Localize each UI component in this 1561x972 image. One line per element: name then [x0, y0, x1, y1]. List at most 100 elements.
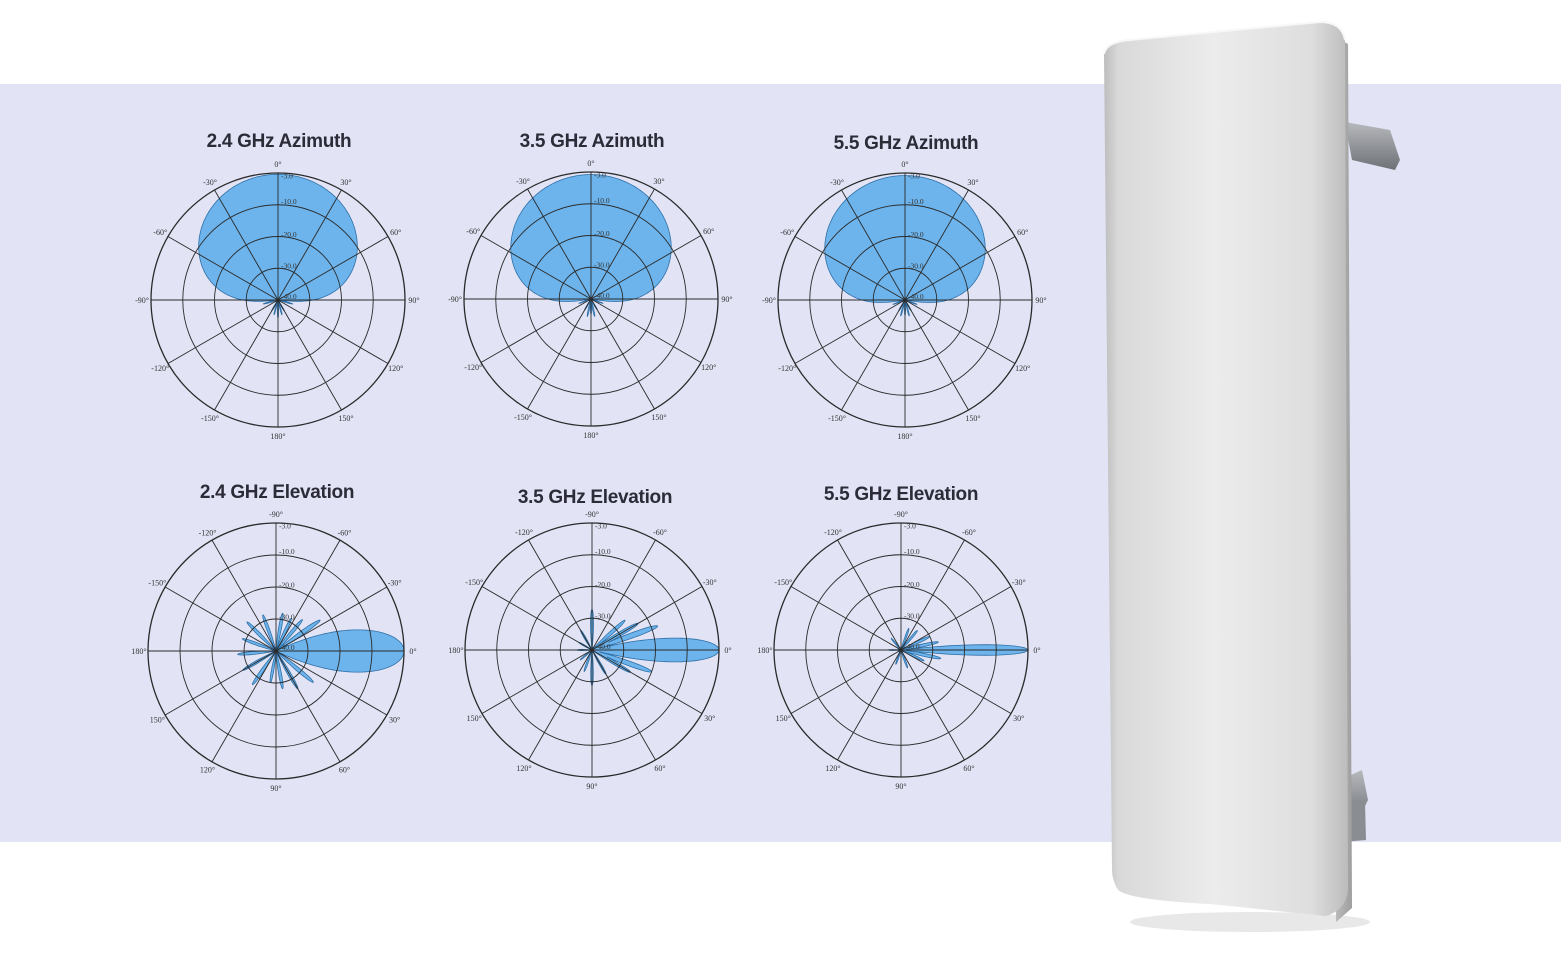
grid-spoke	[277, 236, 389, 301]
grid-spoke	[837, 649, 902, 761]
angle-tick-label: 30°	[967, 178, 978, 187]
grid-spoke	[275, 539, 341, 652]
angle-tick-label: 30°	[389, 716, 400, 725]
grid-spoke	[481, 586, 593, 651]
ring-tick-label: -20.0	[279, 580, 295, 589]
angle-tick-label: 120°	[200, 766, 215, 775]
grid-spoke	[904, 299, 1016, 364]
ring-tick-label: -3.0	[908, 172, 920, 181]
grid-spoke	[527, 188, 592, 300]
angle-tick-label: -60°	[780, 228, 794, 237]
angle-tick-label: -120°	[824, 528, 842, 537]
angle-tick-label: 150°	[965, 414, 980, 423]
grid-spoke	[790, 586, 902, 651]
ring-tick-label: -3.0	[594, 171, 606, 180]
grid-spoke	[591, 649, 703, 714]
angle-tick-label: 120°	[516, 764, 531, 773]
angle-tick-label: -150°	[148, 579, 166, 588]
angle-tick-label: -120°	[151, 364, 169, 373]
ring-tick-label: -3.0	[595, 522, 607, 531]
ring-tick-label: -3.0	[904, 522, 916, 531]
ring-tick-label: -10.0	[904, 547, 920, 556]
angle-tick-label: 0°	[409, 647, 416, 656]
angle-tick-label: -60°	[466, 227, 480, 236]
grid-spoke	[277, 189, 342, 301]
ring-tick-label: -40.0	[281, 292, 297, 301]
angle-tick-label: 60°	[654, 764, 665, 773]
grid-spoke	[214, 189, 279, 301]
angle-tick-label: -60°	[653, 528, 667, 537]
angle-tick-label: 180°	[897, 432, 912, 441]
grid-spoke	[841, 189, 906, 301]
angle-tick-label: -120°	[199, 528, 217, 537]
grid-spoke	[590, 235, 702, 300]
ring-tick-label: -30.0	[595, 612, 611, 621]
grid-spoke	[277, 299, 389, 364]
grid-spoke	[164, 586, 277, 652]
angle-tick-label: -150°	[514, 413, 532, 422]
grid-spoke	[211, 650, 277, 763]
grid-spoke	[480, 235, 592, 300]
grid-spoke	[277, 299, 342, 411]
angle-tick-label: -150°	[774, 578, 792, 587]
grid-spoke	[904, 299, 969, 411]
grid-spoke	[900, 539, 965, 651]
angle-tick-label: 30°	[704, 714, 715, 723]
angle-tick-label: -120°	[515, 528, 533, 537]
angle-tick-label: -30°	[203, 178, 217, 187]
ring-tick-label: -30.0	[904, 612, 920, 621]
ring-tick-label: -10.0	[279, 547, 295, 556]
ring-tick-label: -20.0	[904, 580, 920, 589]
angle-tick-label: -60°	[338, 528, 352, 537]
grid-spoke	[794, 299, 906, 364]
grid-spoke	[794, 236, 906, 301]
angle-tick-label: -30°	[388, 579, 402, 588]
ring-tick-label: -10.0	[281, 197, 297, 206]
angle-tick-label: -60°	[153, 228, 167, 237]
chart-title: 3.5 GHz Azimuth	[519, 131, 665, 152]
radiation-pattern	[576, 608, 720, 687]
angle-tick-label: -30°	[1012, 578, 1026, 587]
grid-spoke	[904, 189, 969, 301]
grid-spoke	[590, 298, 655, 410]
ring-tick-label: -40.0	[279, 643, 295, 652]
angle-tick-label: 90°	[721, 295, 732, 304]
grid-spoke	[528, 539, 593, 651]
angle-tick-label: 90°	[895, 782, 906, 791]
grid-spoke	[164, 650, 277, 716]
angle-tick-label: 0°	[901, 160, 908, 169]
chart-title: 3.5 GHz Elevation	[517, 487, 673, 508]
grid-spoke	[900, 649, 1012, 714]
angle-tick-label: 90°	[408, 296, 419, 305]
chart-title: 2.4 GHz Elevation	[199, 482, 355, 503]
grid-spoke	[275, 650, 388, 716]
angle-tick-label: 180°	[757, 646, 772, 655]
grid-spoke	[167, 299, 279, 364]
angle-tick-label: -120°	[464, 363, 482, 372]
grid-spoke	[527, 298, 592, 410]
angle-tick-label: -30°	[703, 578, 717, 587]
angle-tick-label: 120°	[701, 363, 716, 372]
ring-tick-label: -10.0	[595, 547, 611, 556]
grid-spoke	[481, 649, 593, 714]
grid-spoke	[214, 299, 279, 411]
angle-tick-label: 30°	[653, 177, 664, 186]
ring-tick-label: -40.0	[904, 642, 920, 651]
ring-tick-label: -40.0	[908, 292, 924, 301]
grid-spoke	[275, 586, 388, 652]
angle-tick-label: 0°	[274, 160, 281, 169]
angle-tick-label: 150°	[338, 414, 353, 423]
angle-tick-label: 90°	[586, 782, 597, 791]
angle-tick-label: 180°	[448, 646, 463, 655]
grid-spoke	[900, 649, 965, 761]
angle-tick-label: 90°	[270, 784, 281, 793]
angle-tick-label: 0°	[724, 646, 731, 655]
angle-tick-label: 120°	[1015, 364, 1030, 373]
angle-tick-label: -60°	[962, 528, 976, 537]
grid-spoke	[590, 298, 702, 363]
angle-tick-label: 30°	[1013, 714, 1024, 723]
